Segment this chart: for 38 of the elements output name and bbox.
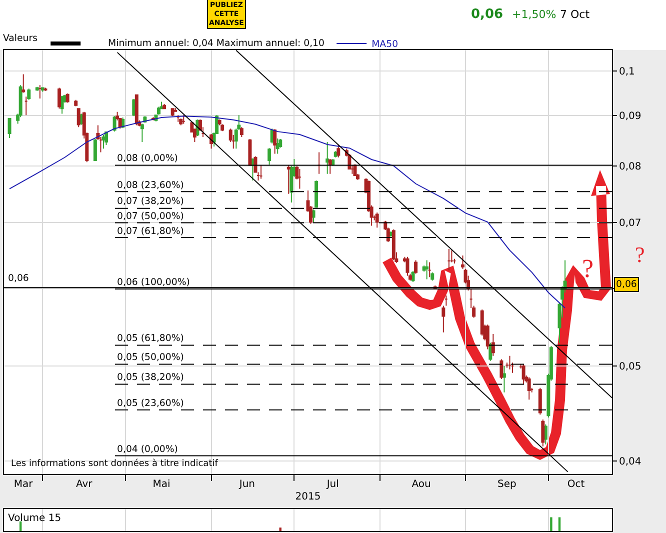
x-tick-label: Oct [567,479,585,490]
x-tick-label: Aou [412,479,431,490]
ref-line-label: 0,07 (38,20%) [117,196,184,207]
ref-line-label: 0,05 (38,20%) [117,372,184,383]
y-tick-label: 0,1 [619,66,635,78]
text: Minimum annuel: 0,04 Maximum annuel: 0,10 [108,38,325,49]
ref-line-label: 0,05 (61,80%) [117,333,184,344]
text: 0,06 [8,273,29,284]
annotation: ? [582,254,594,283]
y-tick-label: 0,07 [619,218,642,230]
ref-line-label: 0,07 (50,00%) [117,211,184,222]
y-tick-label: 0,09 [619,111,642,122]
text: ? [635,242,645,267]
ref-line-label: 0,06 (100,00%) [117,277,190,288]
text: 0,06 [471,7,504,22]
x-tick-label: Jul [326,479,339,490]
x-tick-label: Mai [152,479,170,490]
ref-line-label: 0,05 (23,60%) [117,398,184,409]
x-axis-title: 2015 [295,492,321,502]
legend-title: Valeurs [3,33,38,44]
ref-line-label: 0,08 (0,00%) [117,153,178,164]
x-tick-label: Jun [238,479,256,490]
x-tick-label: Mar [14,479,34,490]
chart-subtitle: +1,50% [512,8,556,21]
ref-line-label: 0,05 (50,00%) [117,352,184,363]
text: 0,06 [616,279,637,290]
y-tick-label: 0,04 [619,456,642,468]
y-tick-label: 0,05 [619,361,642,372]
x-tick-label: Sep [498,479,516,490]
ref-line-label: 0,08 (23,60%) [117,180,184,191]
x-tick-label: Avr [76,479,94,490]
ref-line-label: 0,07 (61,80%) [117,226,184,237]
ref-line-label: 0,04 (0,00%) [117,444,178,455]
chart-title: Volume 15 [8,513,62,524]
y-tick-label: 0,08 [619,161,642,172]
text: 7 Oct [560,8,590,21]
annotation: Les informations sont données à titre indicatif [11,458,219,469]
legend-label: MA50 [372,39,398,50]
